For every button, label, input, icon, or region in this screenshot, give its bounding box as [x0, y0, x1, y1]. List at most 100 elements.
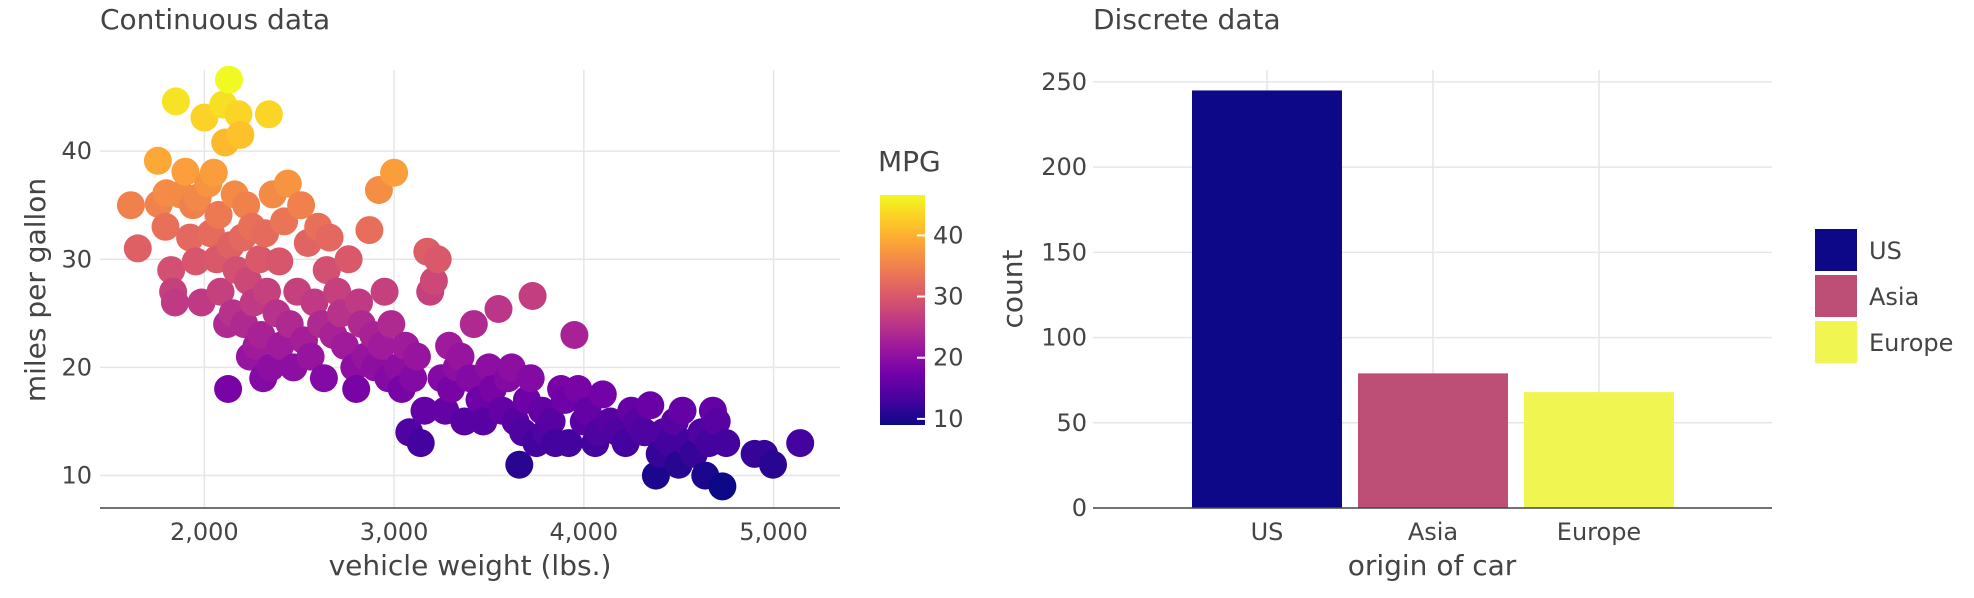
bar-title: Discrete data: [1093, 3, 1281, 36]
scatter-point: [410, 396, 439, 425]
scatter-point: [206, 277, 235, 306]
colorbar-tick-label: 30: [933, 283, 964, 311]
scatter-point: [266, 331, 295, 360]
scatter-point: [181, 247, 210, 276]
bar-x-label: origin of car: [1348, 549, 1517, 582]
scatter-point: [273, 169, 302, 198]
bar-series: [1192, 90, 1674, 509]
scatter-point: [702, 407, 731, 436]
scatter-point: [419, 266, 448, 295]
bar-y-ticks: 0 50 100 150 200 250: [1041, 68, 1087, 522]
scatter-point: [355, 216, 384, 245]
colorbar-gradient: [880, 195, 925, 425]
scatter-point: [143, 146, 172, 175]
scatter-x-label: vehicle weight (lbs.): [329, 549, 612, 582]
scatter-point: [160, 288, 189, 317]
scatter-point: [330, 331, 359, 360]
scatter-point: [516, 364, 545, 393]
scatter-point: [636, 391, 665, 420]
legend-swatch-europe: [1815, 321, 1857, 363]
scatter-y-label: miles per gallon: [19, 178, 52, 402]
scatter-y-ticks: 10 20 30 40: [61, 137, 92, 489]
scatter-point: [554, 429, 583, 458]
scatter-point: [712, 429, 741, 458]
scatter-point: [232, 191, 261, 220]
scatter-point: [176, 223, 205, 252]
scatter-point: [123, 234, 152, 263]
scatter-point: [402, 342, 431, 371]
scatter-point: [300, 288, 329, 317]
scatter-point: [215, 65, 243, 94]
scatter-point: [256, 353, 285, 382]
scatter-point: [459, 310, 488, 339]
bar-x-ticks: US Asia Europe: [1251, 518, 1642, 546]
scatter-point: [161, 87, 190, 116]
scatter-point: [342, 375, 371, 403]
scatter-chart: Continuous data 2,000 3,000 4,000 5,000 10 2…: [19, 3, 840, 582]
bar-y-tick-label: 200: [1041, 153, 1087, 181]
bar-y-tick-label: 100: [1041, 324, 1087, 352]
scatter-point: [786, 429, 815, 458]
bar-x-tick-label: US: [1251, 518, 1284, 546]
scatter-point: [226, 120, 255, 149]
scatter-point: [151, 212, 180, 241]
bar-x-tick-label: Asia: [1408, 518, 1458, 546]
scatter-point: [334, 245, 363, 274]
scatter-point: [116, 191, 145, 220]
scatter-point: [406, 429, 435, 458]
scatter-point: [370, 277, 399, 306]
scatter-x-tick-label: 5,000: [739, 518, 808, 546]
colorbar-ticks: 10 20 30 40: [917, 221, 964, 433]
scatter-y-tick-label: 20: [61, 353, 92, 381]
scatter-point: [309, 364, 338, 393]
bar-y-tick-label: 50: [1056, 409, 1087, 437]
bar-y-tick-label: 250: [1041, 68, 1087, 96]
colorbar-tick-label: 10: [933, 405, 964, 433]
colorbar-title: MPG: [878, 145, 941, 178]
scatter-point: [265, 247, 294, 276]
scatter-point: [564, 375, 593, 403]
scatter-point: [518, 282, 547, 310]
scatter-y-tick-label: 40: [61, 137, 92, 165]
scatter-x-tick-label: 4,000: [549, 518, 618, 546]
scatter-point: [505, 450, 534, 479]
legend-swatch-us: [1815, 229, 1857, 271]
scatter-points: [116, 65, 815, 501]
scatter-point: [446, 342, 475, 371]
scatter-y-tick-label: 10: [61, 462, 92, 490]
scatter-y-tick-label: 30: [61, 245, 92, 273]
legend-label-europe: Europe: [1869, 329, 1953, 357]
scatter-point: [323, 277, 352, 306]
scatter-point: [287, 191, 316, 220]
scatter-point: [224, 100, 253, 129]
bar-x-tick-label: Europe: [1557, 518, 1641, 546]
scatter-x-ticks: 2,000 3,000 4,000 5,000: [170, 518, 808, 546]
scatter-point: [296, 342, 325, 371]
scatter-point: [759, 450, 787, 479]
scatter-point: [171, 157, 200, 186]
scatter-point: [367, 331, 396, 360]
mpg-colorbar: MPG 10 20 30 40: [878, 145, 964, 433]
legend-swatch-asia: [1815, 275, 1857, 317]
colorbar-tick-label: 40: [933, 221, 964, 249]
scatter-title: Continuous data: [100, 3, 330, 36]
scatter-point: [204, 200, 233, 229]
bar-y-tick-label: 0: [1072, 494, 1087, 522]
scatter-point: [199, 158, 228, 187]
colorbar-tick-label: 20: [933, 344, 964, 372]
scatter-point: [537, 407, 566, 436]
scatter-point: [345, 288, 373, 317]
scatter-point: [377, 310, 406, 339]
bar-asia: [1358, 373, 1508, 508]
legend-label-us: US: [1869, 237, 1902, 265]
scatter-point: [157, 256, 186, 285]
scatter-point: [399, 364, 428, 393]
scatter-point: [254, 100, 283, 129]
scatter-point: [214, 375, 243, 403]
bar-y-label: count: [996, 249, 1029, 328]
bar-y-tick-label: 150: [1041, 238, 1087, 266]
scatter-point: [423, 245, 452, 274]
origin-legend: US Asia Europe: [1815, 229, 1953, 363]
scatter-point: [668, 396, 697, 425]
